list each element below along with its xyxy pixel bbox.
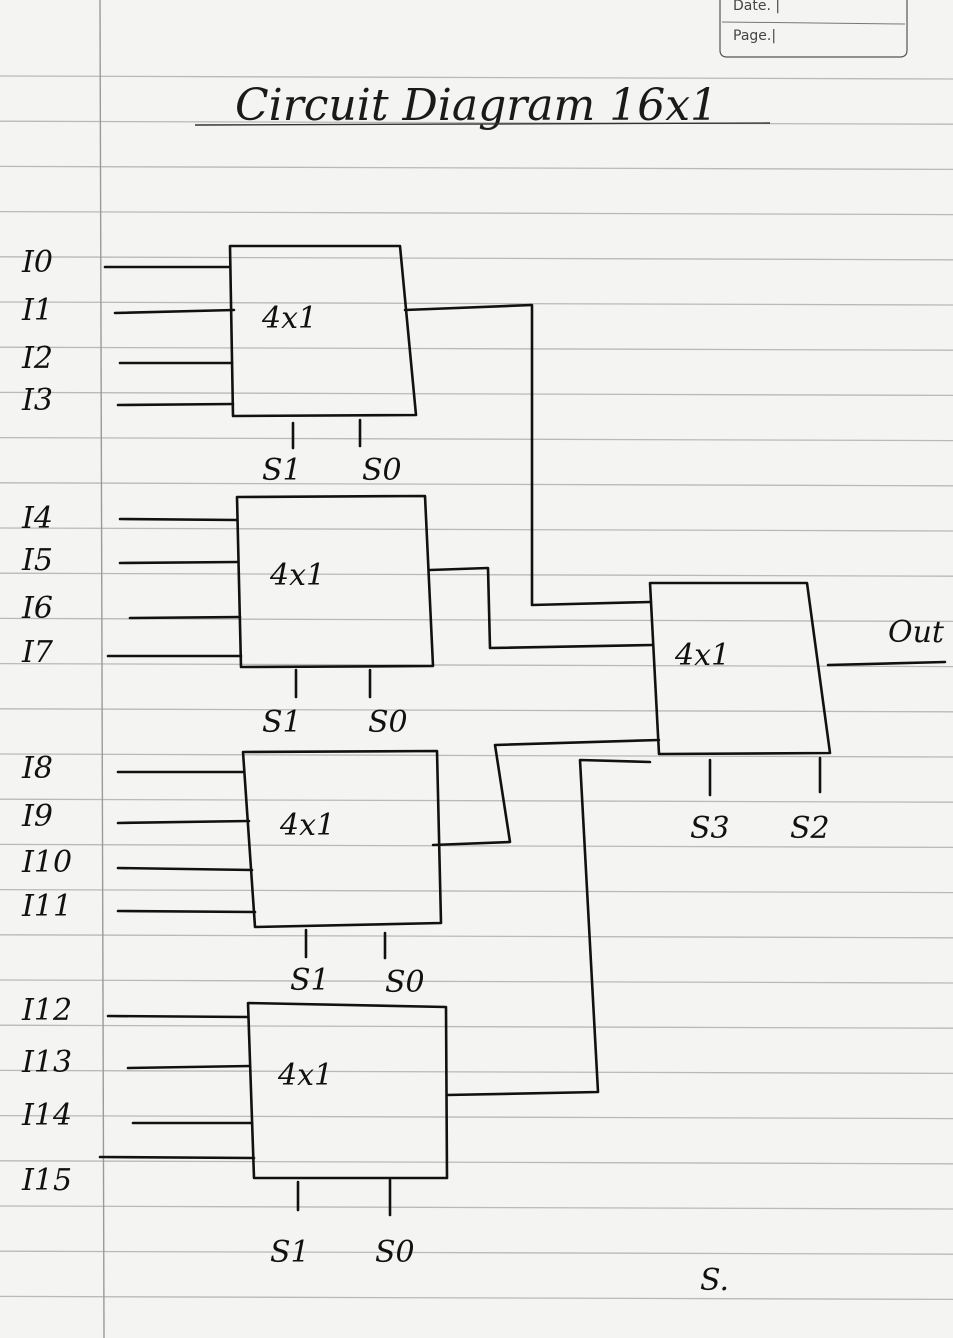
ruled-line xyxy=(0,843,953,849)
mux-box-3 xyxy=(241,749,443,929)
svg-text:S2: S2 xyxy=(790,811,830,846)
mux-box-1 xyxy=(228,244,418,418)
svg-text:S1: S1 xyxy=(270,1235,310,1270)
svg-text:I7: I7 xyxy=(21,635,54,670)
routing-wires xyxy=(403,303,947,1097)
output-label: Out xyxy=(888,615,945,650)
ruled-line xyxy=(0,1069,953,1075)
svg-text:I4: I4 xyxy=(21,501,53,536)
mux-label-3: 4x1 xyxy=(279,808,335,843)
ruled-line xyxy=(0,527,953,532)
svg-text:S0: S0 xyxy=(368,705,408,740)
ruled-line xyxy=(0,1205,953,1210)
ruled-line xyxy=(0,75,953,80)
ruled-line xyxy=(0,1160,953,1165)
ruled-line xyxy=(0,391,953,397)
select-labels: S1 S0 S1 S0 S1 S0 S1 S0 S3 S2 xyxy=(262,453,830,1270)
svg-text:S1: S1 xyxy=(290,963,330,998)
ruled-line xyxy=(0,662,953,668)
input-labels: I0 I1 I2 I3 I4 I5 I6 I7 I8 I9 I10 I11 I1… xyxy=(21,245,72,1198)
ruled-line xyxy=(0,753,953,758)
svg-text:I9: I9 xyxy=(21,799,53,834)
ruled-line xyxy=(0,798,953,803)
ruled-line xyxy=(0,1024,953,1029)
ruled-line xyxy=(0,346,953,351)
ruled-line xyxy=(0,708,953,713)
ruled-line xyxy=(0,301,953,306)
mux-label-final: 4x1 xyxy=(674,638,730,673)
page-label: Page.| xyxy=(733,28,776,44)
ruled-line xyxy=(0,482,953,487)
ruled-line xyxy=(0,979,953,984)
mux-box-4 xyxy=(246,1001,449,1180)
ruled-line xyxy=(0,1114,953,1120)
ruled-lines xyxy=(0,75,953,1301)
svg-text:I12: I12 xyxy=(21,993,72,1028)
svg-text:S1: S1 xyxy=(262,453,302,488)
svg-text:I5: I5 xyxy=(21,543,53,578)
ruled-line xyxy=(0,165,953,171)
mux-label-4: 4x1 xyxy=(277,1058,333,1093)
ruled-line xyxy=(0,572,953,577)
mux-box-2 xyxy=(235,494,435,669)
svg-text:I8: I8 xyxy=(21,751,53,786)
select-stubs xyxy=(291,418,822,1217)
svg-text:I15: I15 xyxy=(21,1163,72,1198)
ruled-line xyxy=(0,210,953,216)
ruled-line xyxy=(0,436,953,442)
signature: S. xyxy=(700,1263,729,1298)
svg-text:S1: S1 xyxy=(262,705,302,740)
svg-text:I14: I14 xyxy=(21,1098,72,1133)
mux-label-1: 4x1 xyxy=(261,301,317,336)
svg-text:S0: S0 xyxy=(375,1235,415,1270)
svg-text:I2: I2 xyxy=(21,341,53,376)
svg-text:I3: I3 xyxy=(21,383,53,418)
ruled-line xyxy=(0,1295,953,1301)
header-box: Date. | Page.| xyxy=(719,0,908,58)
svg-text:S0: S0 xyxy=(362,453,402,488)
mux-box-final xyxy=(648,581,832,756)
svg-text:S3: S3 xyxy=(690,811,730,846)
ruled-line xyxy=(0,256,953,261)
mux-label-2: 4x1 xyxy=(269,558,325,593)
margin-line xyxy=(99,0,105,1338)
svg-text:I11: I11 xyxy=(21,889,72,924)
svg-text:I6: I6 xyxy=(21,591,53,626)
svg-text:I13: I13 xyxy=(21,1045,72,1080)
diagram-title: Circuit Diagram 16x1 xyxy=(235,80,718,131)
svg-text:S0: S0 xyxy=(385,965,425,1000)
svg-text:I0: I0 xyxy=(21,245,53,280)
ruled-line xyxy=(0,888,953,894)
ruled-line xyxy=(0,120,953,125)
date-label: Date. | xyxy=(733,0,780,14)
ruled-line xyxy=(0,1250,953,1255)
svg-text:I10: I10 xyxy=(21,845,72,880)
input-lines xyxy=(98,265,257,1160)
ruled-line xyxy=(0,934,953,939)
svg-text:I1: I1 xyxy=(21,293,53,328)
